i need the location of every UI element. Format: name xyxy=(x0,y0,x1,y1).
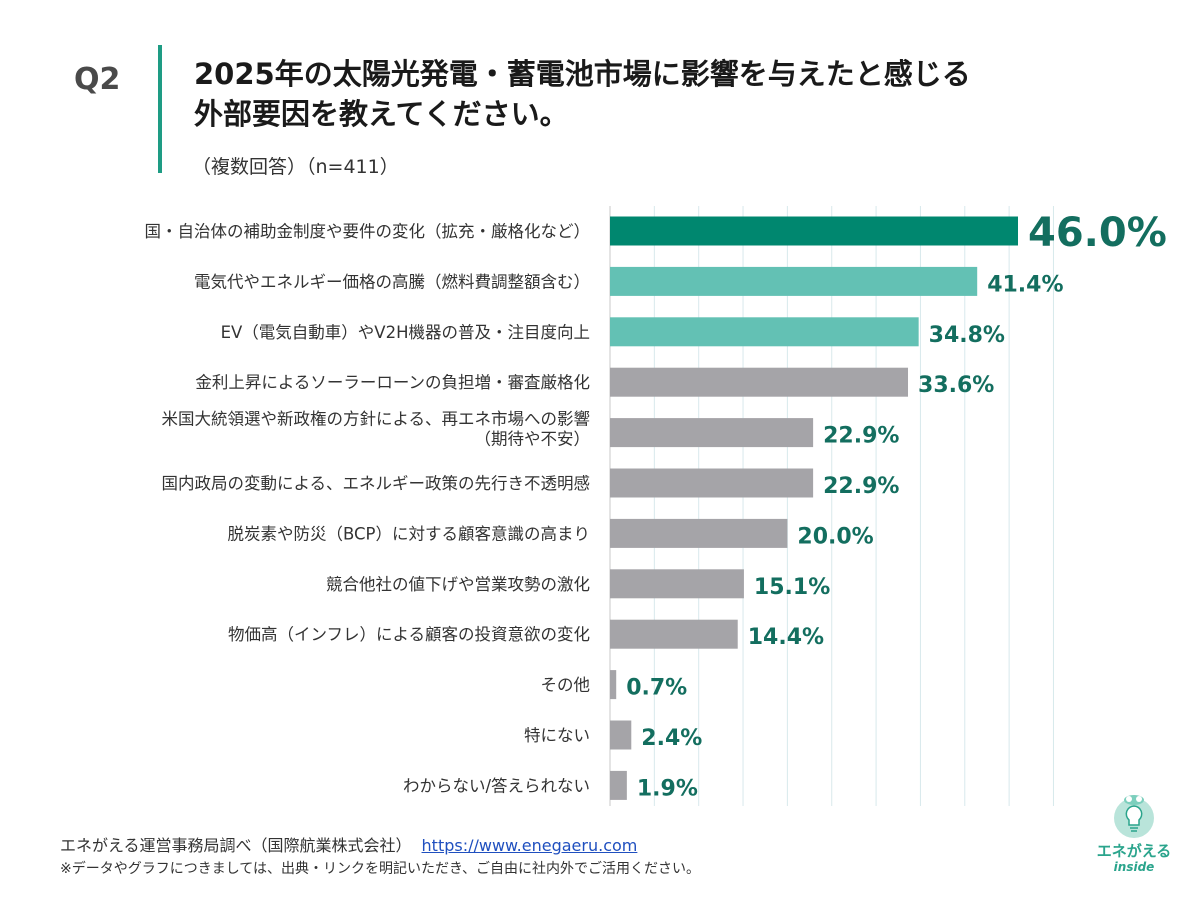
title-line-1: 2025年の太陽光発電・蓄電池市場に影響を与えたと感じる xyxy=(194,57,971,91)
source-text: エネがえる運営事務局調べ（国際航業株式会社） xyxy=(60,836,412,855)
category-label-1: 国・自治体の補助金制度や要件の変化（拡充・厳格化など） xyxy=(145,222,591,241)
value-label-2: 41.4% xyxy=(987,272,1063,297)
logo-text: エネがえる xyxy=(1096,842,1172,860)
category-label-8: 競合他社の値下げや営業攻勢の激化 xyxy=(326,575,590,594)
title-accent-rule xyxy=(158,45,162,173)
bar-1 xyxy=(610,216,1018,246)
source-line: エネがえる運営事務局調べ（国際航業株式会社） https://www.enegae… xyxy=(60,832,637,856)
category-label-10: その他 xyxy=(541,676,591,695)
value-label-11: 2.4% xyxy=(641,726,702,751)
category-label-6: 国内政局の変動による、エネルギー政策の先行き不透明感 xyxy=(161,474,590,493)
category-label-5-line-2: （期待や不安） xyxy=(475,430,591,449)
category-label-11: 特にない xyxy=(524,726,590,745)
value-label-12: 1.9% xyxy=(637,776,698,801)
value-label-5: 22.9% xyxy=(823,424,899,449)
category-label-7: 脱炭素や防災（BCP）に対する顧客意識の高まり xyxy=(227,524,590,543)
category-label-3: EV（電気自動車）やV2H機器の普及・注目度向上 xyxy=(221,323,590,342)
logo-subtext: inside xyxy=(1113,860,1155,874)
bar-9 xyxy=(610,619,738,649)
value-label-9: 14.4% xyxy=(748,625,824,650)
value-label-1: 46.0% xyxy=(1028,210,1167,256)
value-label-10: 0.7% xyxy=(626,676,687,701)
subtitle: （複数回答）（n=411） xyxy=(192,156,399,178)
bar-11 xyxy=(610,720,632,750)
category-label-9: 物価高（インフレ）による顧客の投資意欲の変化 xyxy=(228,625,590,644)
bar-5 xyxy=(610,418,814,448)
bar-2 xyxy=(610,266,978,296)
page-title: 2025年の太陽光発電・蓄電池市場に影響を与えたと感じる 外部要因を教えてくださ… xyxy=(194,54,971,134)
title-line-2: 外部要因を教えてください。 xyxy=(194,97,569,131)
enegaeru-bulb-icon xyxy=(1109,792,1159,842)
bar-12 xyxy=(610,770,627,800)
usage-note: ※データやグラフにつきましては、出典・リンクを明記いただき、ご自由に社内外でご活… xyxy=(60,861,701,877)
bar-3 xyxy=(610,317,919,347)
category-label-12: わからない/答えられない xyxy=(403,776,590,795)
value-label-8: 15.1% xyxy=(754,575,830,600)
bar-6 xyxy=(610,468,814,498)
value-label-7: 20.0% xyxy=(797,524,873,549)
category-label-2: 電気代やエネルギー価格の高騰（燃料費調整額含む） xyxy=(194,272,590,291)
category-label-4: 金利上昇によるソーラーローンの負担増・審査厳格化 xyxy=(195,373,590,392)
bar-4 xyxy=(610,367,909,397)
bar-7 xyxy=(610,518,788,548)
value-label-6: 22.9% xyxy=(823,474,899,499)
bar-8 xyxy=(610,569,744,599)
value-label-3: 34.8% xyxy=(929,323,1005,348)
source-link[interactable]: https://www.enegaeru.com xyxy=(421,836,638,855)
enegaeru-logo: エネがえる inside xyxy=(1086,792,1182,888)
category-label-5-line-1: 米国大統領選や新政権の方針による、再エネ市場への影響 xyxy=(161,410,590,429)
value-label-4: 33.6% xyxy=(918,373,994,398)
bar-10 xyxy=(610,670,617,700)
question-label: Q2 xyxy=(74,62,121,97)
